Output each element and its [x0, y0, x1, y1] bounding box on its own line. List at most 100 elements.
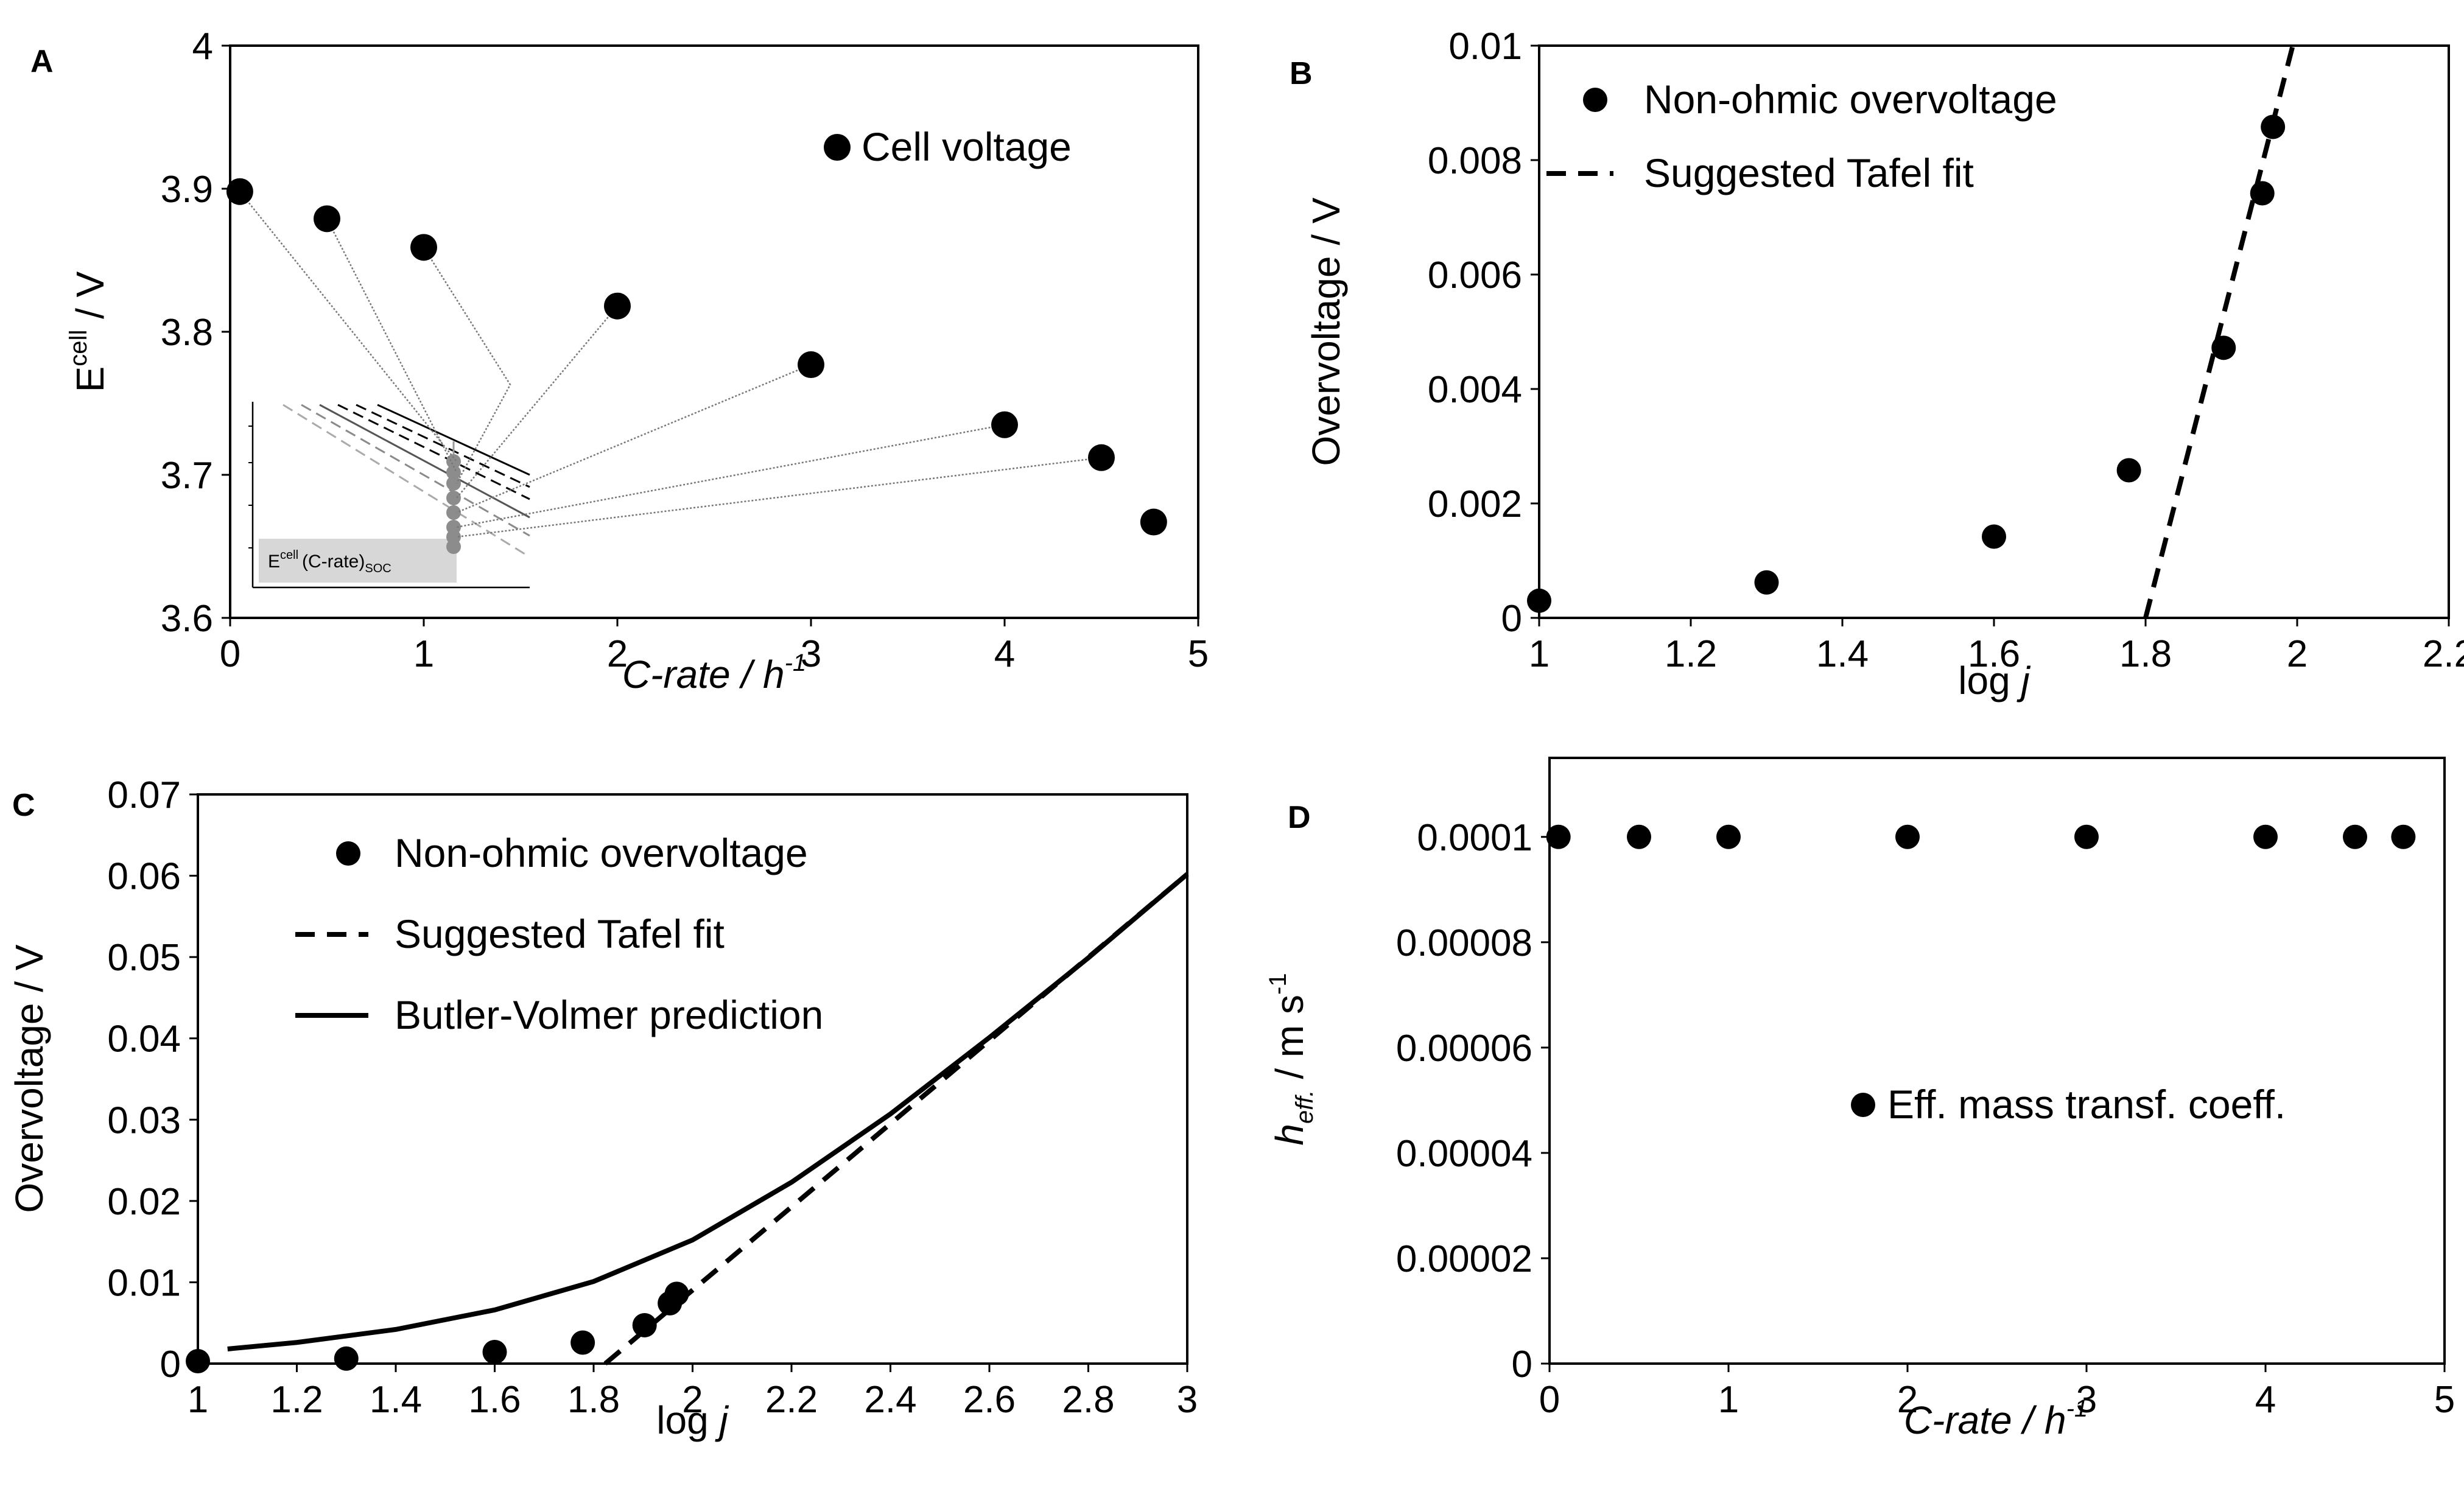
inset-dot [446, 539, 461, 554]
y-axis-title-d: heff. / m s-1 [1265, 973, 1318, 1145]
x-tick-label: 2 [607, 633, 628, 675]
x-tick-label: 3 [801, 633, 821, 675]
y-tick-label: 0.002 [1428, 483, 1522, 525]
panel-d: D 0 1 2 3 4 5 0 0.00002 0.00004 0.00006 0.00008 0.… [1265, 757, 2455, 1442]
x-ticks-d: 0 1 2 3 4 5 [1539, 1364, 2455, 1421]
y-tick-label: 3.8 [161, 312, 213, 354]
data-point-non-ohmic [2250, 181, 2275, 206]
leader-line [456, 305, 618, 499]
leader-lines [239, 191, 1102, 538]
data-point-mass-transfer [2343, 824, 2367, 849]
inset-schematic: Ecell (C-rate)SOC [239, 191, 1102, 589]
inset-dot [446, 454, 461, 469]
x-tick-label: 1.4 [370, 1379, 422, 1421]
panel-b: B 1 1.2 1.4 1.6 1.8 2 2.2 0 0.002 0.004 0.006 0.00… [1290, 26, 2464, 702]
panel-label-d: D [1288, 800, 1311, 835]
x-tick-label: 1.2 [270, 1379, 323, 1421]
legend-marker-mass-transfer [1851, 1093, 1875, 1117]
y-tick-label: 0.006 [1428, 254, 1522, 296]
legend-label-tafel: Suggested Tafel fit [395, 911, 725, 956]
x-tick-label: 1.6 [1968, 633, 2020, 675]
series-b [1527, 45, 2295, 618]
inset-label: Ecell (C-rate)SOC [268, 548, 391, 575]
data-point-non-ohmic [482, 1340, 507, 1365]
data-point-cell-voltage [410, 234, 437, 261]
data-point-non-ohmic [334, 1346, 359, 1371]
legend-c: Non-ohmic overvoltage Suggested Tafel fi… [295, 830, 823, 1037]
data-point-non-ohmic [2211, 335, 2236, 360]
x-axis-title-d: C-rate / h-1 [1904, 1395, 2088, 1442]
y-tick-label: 0 [1501, 598, 1522, 640]
data-point-non-ohmic [632, 1312, 657, 1337]
plot-frame-d [1548, 757, 2446, 1365]
legend-a: Cell voltage [824, 124, 1072, 169]
panel-a: A 0 1 2 3 4 5 3.6 3.7 3.8 3.9 4 C-rate / h-1 Ecel… [30, 26, 1209, 696]
y-axis-title-c: Overvoltage / V [7, 944, 51, 1213]
y-tick-label: 0.01 [1448, 26, 1522, 68]
legend-b: Non-ohmic overvoltage Suggested Tafel fi… [1546, 77, 2057, 195]
legend-label-butler-volmer: Butler-Volmer prediction [395, 992, 823, 1037]
y-tick-label: 0 [1512, 1344, 1532, 1386]
panel-label-c: C [12, 788, 35, 823]
inset-dot [446, 491, 461, 505]
leader-line [456, 457, 1102, 538]
legend-marker-non-ohmic [1583, 88, 1607, 112]
leader-line [456, 424, 1005, 528]
panel-c: C 1 1.2 1.4 1.6 1.8 2 2.2 2.4 2.6 2.8 3 00.010.020… [7, 774, 1198, 1442]
y-tick-label: 0.0001 [1417, 817, 1532, 859]
y-tick-label: 0.00004 [1396, 1133, 1532, 1175]
panel-label-b: B [1290, 56, 1313, 91]
y-tick-label: 0.00008 [1396, 922, 1532, 964]
inset-dot [446, 465, 461, 480]
data-point-non-ohmic [570, 1330, 595, 1355]
leader-line [326, 218, 458, 473]
data-point-mass-transfer [2074, 824, 2099, 849]
inset-label-box [259, 539, 457, 583]
x-tick-label: 2.4 [864, 1379, 916, 1421]
inset-dot [446, 476, 461, 491]
x-tick-label: 4 [2255, 1379, 2276, 1421]
x-tick-label: 2.8 [1062, 1379, 1114, 1421]
x-tick-label: 1.2 [1665, 633, 1717, 675]
x-tick-label: 5 [1188, 633, 1209, 675]
inset-curve [283, 404, 530, 558]
x-tick-label: 3 [1177, 1379, 1198, 1421]
y-axis-title-b: Overvoltage / V [1304, 197, 1348, 466]
y-tick-label: 0.01 [107, 1262, 181, 1304]
y-tick-label: 0.02 [107, 1181, 181, 1223]
tafel-fit-line [2143, 45, 2295, 618]
data-point-cell-voltage [1140, 508, 1167, 536]
y-tick-label: 3.9 [161, 169, 213, 211]
series-mass-transfer [1546, 824, 2416, 849]
data-point-non-ohmic [1754, 570, 1779, 595]
legend-label-non-ohmic: Non-ohmic overvoltage [1644, 77, 2057, 122]
y-ticks-a: 3.6 3.7 3.8 3.9 4 [161, 26, 230, 640]
data-point-non-ohmic [2261, 114, 2286, 139]
x-ticks-b: 1 1.2 1.4 1.6 1.8 2 2.2 [1529, 618, 2464, 675]
inset-curve [337, 404, 530, 500]
x-tick-label: 2 [2287, 633, 2308, 675]
x-tick-label: 0 [1539, 1379, 1560, 1421]
x-tick-label: 2.2 [765, 1379, 818, 1421]
data-point-cell-voltage [1088, 444, 1115, 471]
leader-line [239, 191, 457, 462]
x-tick-label: 1.6 [468, 1379, 521, 1421]
inset-curve [356, 404, 530, 488]
data-point-mass-transfer [2253, 824, 2278, 849]
y-axis-title-a: Ecell / V [65, 271, 112, 392]
x-tick-label: 5 [2434, 1379, 2455, 1421]
data-point-mass-transfer [1546, 824, 1571, 849]
y-tick-label: 0.008 [1428, 140, 1522, 182]
x-tick-label: 0 [220, 633, 240, 675]
y-tick-label: 3.7 [161, 455, 213, 497]
panel-label-a: A [30, 44, 54, 79]
x-axis-title-b: log j [1958, 659, 2031, 702]
x-tick-label: 1.8 [2119, 633, 2172, 675]
leader-line [423, 247, 511, 484]
x-tick-label: 2.6 [963, 1379, 1016, 1421]
plot-frame-c [197, 793, 1188, 1365]
data-point-cell-voltage [798, 351, 824, 379]
y-tick-label: 0.04 [107, 1018, 181, 1060]
x-axis-title-a: C-rate / h-1 [622, 650, 806, 696]
